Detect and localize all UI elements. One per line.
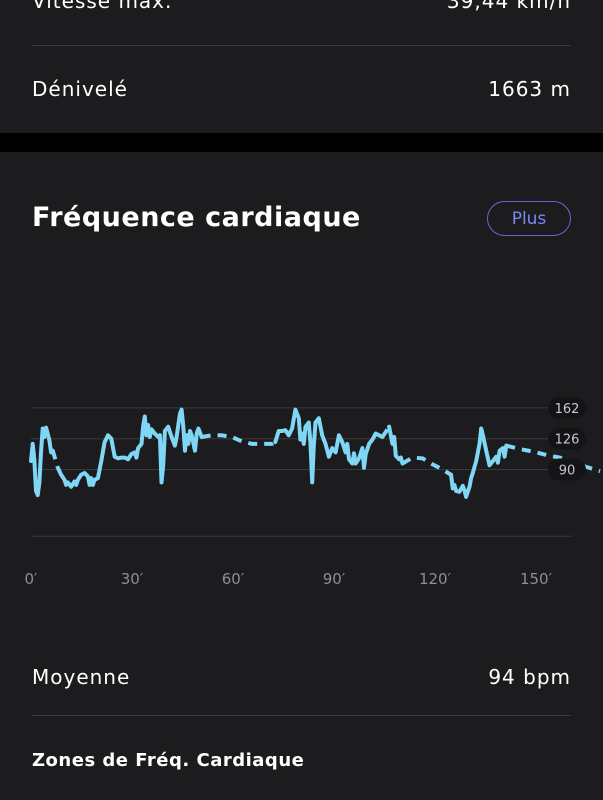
hr-line-dashed [401,455,451,476]
summary-card: Vitesse max. 39,44 km/h Dénivelé 1663 m [0,0,603,133]
elevation-label: Dénivelé [32,77,128,101]
y-tick-badge [548,427,586,450]
y-tick-badge [548,458,586,481]
heart-rate-card: Fréquence cardiaque Plus 162 126 90 0′ 30′ 6… [0,152,603,800]
x-tick-label: 30′ [121,570,144,588]
hr-line-dashed [380,425,391,439]
hr-line [387,424,405,466]
average-label: Moyenne [32,665,131,689]
hr-line [29,425,55,498]
elevation-value: 1663 m [488,77,571,101]
y-tick-text: 90 [559,464,576,479]
y-tick-label: 126 [548,427,586,450]
y-tick-label: 90 [548,458,586,481]
zones-title: Zones de Fréq. Cardiaque [32,750,305,771]
heart-rate-chart: 162 126 90 0′ 30′ 60′ 90′ 120′ 150′ [25,396,601,588]
y-tick-badge [548,396,586,419]
y-tick-text: 126 [555,433,580,448]
section-title: Fréquence cardiaque [32,202,361,233]
max-speed-row: Vitesse max. 39,44 km/h [32,0,571,16]
more-button[interactable]: Plus [487,201,571,236]
y-tick-text: 162 [555,402,580,417]
hr-line-dashed [201,433,277,446]
y-tick-label: 162 [548,396,586,419]
elevation-row: Dénivelé 1663 m [32,74,571,104]
x-tick-label: 0′ [25,570,39,588]
average-row: Moyenne 94 bpm [32,662,571,692]
hr-line [447,426,509,499]
max-speed-value: 39,44 km/h [446,0,571,13]
divider [32,45,571,46]
divider [32,715,571,716]
max-speed-label: Vitesse max. [32,0,173,13]
x-tick-label: 150′ [520,570,553,588]
hr-line-dashed [50,450,63,476]
average-value: 94 bpm [488,665,571,689]
hr-line [59,407,204,489]
x-tick-label: 90′ [323,570,346,588]
x-tick-label: 120′ [419,570,452,588]
x-tick-label: 60′ [222,570,245,588]
hr-line [273,407,385,485]
